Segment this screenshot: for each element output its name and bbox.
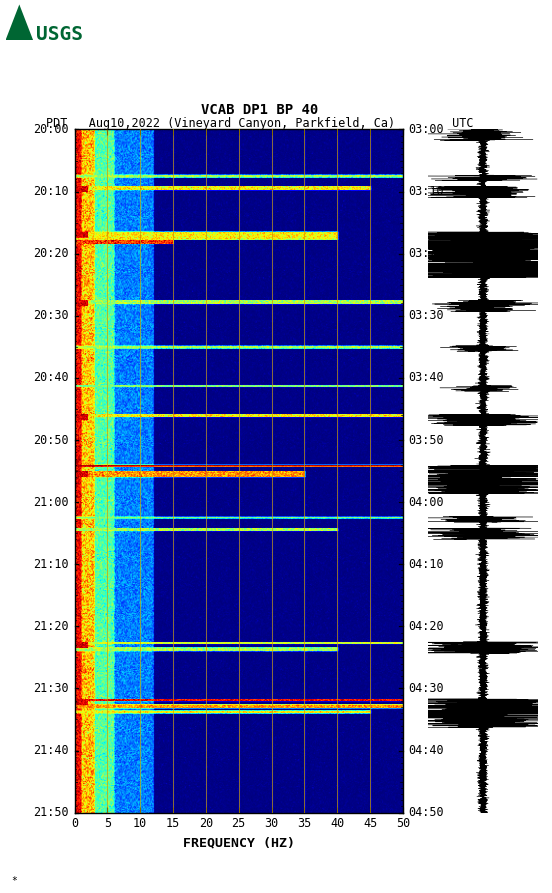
Text: 04:50: 04:50 [408,806,444,819]
Text: 03:50: 03:50 [408,433,444,446]
Text: 21:20: 21:20 [33,620,69,633]
Text: 20:10: 20:10 [33,185,69,198]
Text: 03:00: 03:00 [408,123,444,136]
Text: 04:30: 04:30 [408,682,444,695]
Text: VCAB DP1 BP 40: VCAB DP1 BP 40 [201,103,318,117]
Text: 20:30: 20:30 [33,309,69,322]
Text: 03:30: 03:30 [408,309,444,322]
Text: 20:40: 20:40 [33,371,69,384]
Text: 04:40: 04:40 [408,744,444,757]
Text: 20:20: 20:20 [33,247,69,260]
Text: 21:40: 21:40 [33,744,69,757]
Text: 04:00: 04:00 [408,496,444,509]
Text: 03:20: 03:20 [408,247,444,260]
Text: 04:20: 04:20 [408,620,444,633]
Text: 21:00: 21:00 [33,496,69,509]
Text: PDT   Aug10,2022 (Vineyard Canyon, Parkfield, Ca)        UTC: PDT Aug10,2022 (Vineyard Canyon, Parkfie… [46,117,473,129]
X-axis label: FREQUENCY (HZ): FREQUENCY (HZ) [183,836,295,849]
Text: 21:30: 21:30 [33,682,69,695]
Text: *: * [11,876,17,886]
Text: 03:10: 03:10 [408,185,444,198]
Text: 04:10: 04:10 [408,558,444,571]
Text: 20:50: 20:50 [33,433,69,446]
Text: 20:00: 20:00 [33,123,69,136]
Text: 21:10: 21:10 [33,558,69,571]
Text: 21:50: 21:50 [33,806,69,819]
Polygon shape [6,4,33,40]
Text: 03:40: 03:40 [408,371,444,384]
Text: USGS: USGS [36,25,83,44]
